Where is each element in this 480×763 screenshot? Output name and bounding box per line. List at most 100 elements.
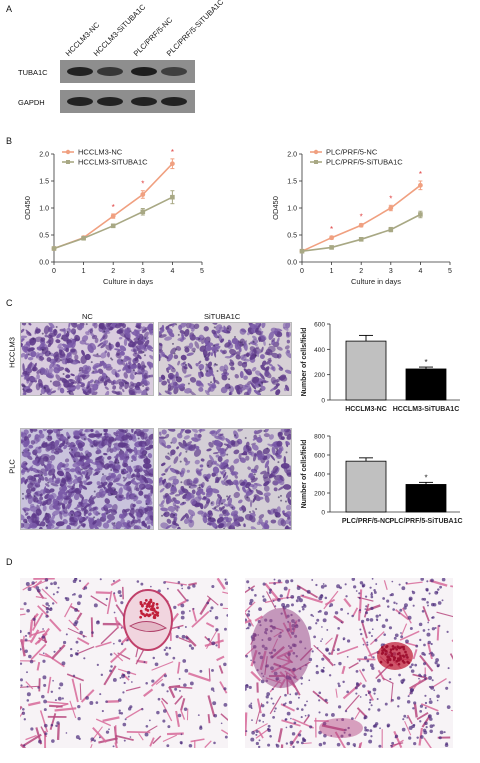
nucleus xyxy=(261,704,265,708)
nucleus xyxy=(20,678,23,682)
nucleus xyxy=(399,608,403,612)
cell xyxy=(45,467,48,472)
cell xyxy=(115,473,122,482)
cell xyxy=(50,450,55,454)
alveolar-septum xyxy=(323,590,339,610)
cell xyxy=(88,494,93,501)
cell xyxy=(48,477,54,483)
cell xyxy=(73,430,81,437)
cell xyxy=(61,485,68,492)
cell xyxy=(198,371,202,379)
bar-1 xyxy=(345,460,387,513)
cell xyxy=(96,481,101,486)
cell xyxy=(99,436,105,439)
alveolar-septum xyxy=(28,701,41,707)
nucleus xyxy=(408,736,412,740)
pore xyxy=(73,460,76,463)
x-tick-label: 0 xyxy=(300,268,304,275)
cell xyxy=(101,379,106,384)
alveolar-septum xyxy=(48,704,63,708)
pore xyxy=(93,381,96,384)
cell xyxy=(82,524,86,528)
cell xyxy=(245,368,252,376)
cell xyxy=(130,503,135,511)
cell xyxy=(141,389,148,395)
alveolar-septum xyxy=(322,654,335,667)
cell xyxy=(277,447,283,455)
nucleus xyxy=(163,674,167,678)
nucleus xyxy=(370,635,373,637)
cell xyxy=(222,349,228,355)
nucleus xyxy=(43,708,47,712)
red-blood-cell xyxy=(153,613,157,617)
nucleus xyxy=(167,725,171,729)
alveolar-septum xyxy=(245,585,256,594)
cell xyxy=(135,500,143,505)
cell xyxy=(243,353,251,357)
alveolar-septum xyxy=(264,582,280,602)
cell xyxy=(123,338,128,347)
nucleus xyxy=(386,724,390,728)
cell xyxy=(103,503,113,509)
cell xyxy=(175,345,182,351)
nucleus xyxy=(430,685,435,690)
nucleus xyxy=(62,640,67,645)
nucleus xyxy=(20,684,23,687)
nucleus xyxy=(362,668,365,672)
nucleus xyxy=(165,652,169,656)
nucleus xyxy=(283,586,288,591)
alveolar-septum xyxy=(188,672,211,682)
nucleus xyxy=(336,719,339,721)
cell xyxy=(50,441,56,446)
nucleus xyxy=(396,696,401,700)
nucleus xyxy=(428,592,431,595)
cell xyxy=(159,431,162,436)
pore xyxy=(66,331,69,334)
cell xyxy=(166,328,173,334)
alveolar-septum xyxy=(56,723,60,740)
cell xyxy=(83,507,87,517)
nucleus xyxy=(20,648,22,651)
cell xyxy=(75,524,81,529)
cell xyxy=(91,391,98,395)
cell xyxy=(73,508,82,512)
cell xyxy=(198,360,202,365)
nucleus xyxy=(333,663,336,666)
cell xyxy=(118,429,124,433)
nucleus xyxy=(441,599,444,602)
nucleus xyxy=(290,717,292,720)
cell xyxy=(231,337,238,345)
cell xyxy=(233,491,240,499)
nucleus xyxy=(429,717,433,721)
cell xyxy=(100,481,106,489)
nucleus xyxy=(407,615,412,620)
cell xyxy=(260,385,266,391)
bar-2 xyxy=(405,368,447,401)
cell xyxy=(204,356,210,362)
cell xyxy=(159,329,165,334)
nucleus xyxy=(199,726,203,730)
cell xyxy=(177,360,181,366)
cell xyxy=(102,333,108,340)
pore xyxy=(193,350,196,353)
nucleus xyxy=(400,679,405,684)
cell xyxy=(233,430,239,439)
nucleus xyxy=(48,604,50,607)
cell xyxy=(225,479,234,486)
nucleus xyxy=(436,694,440,699)
pore xyxy=(49,380,52,383)
red-blood-cell xyxy=(141,604,144,608)
cell xyxy=(72,462,81,468)
cell xyxy=(213,451,219,455)
nucleus xyxy=(113,592,116,595)
cell xyxy=(121,462,127,468)
nucleus xyxy=(257,745,261,748)
red-blood-cell xyxy=(386,659,390,662)
significance-star: * xyxy=(424,358,427,367)
cell xyxy=(56,470,65,477)
cell xyxy=(202,515,208,524)
cell xyxy=(55,477,61,485)
cell xyxy=(208,441,214,448)
legend-label: HCCLM3-SiTUBA1C xyxy=(78,158,148,167)
nucleus xyxy=(337,682,340,685)
